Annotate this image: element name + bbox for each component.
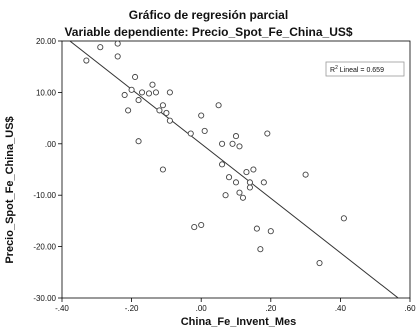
data-point [215,102,222,109]
data-point [83,57,90,64]
data-point [236,143,243,150]
plot-area [61,40,411,299]
data-point [135,138,142,145]
data-point [128,86,135,93]
data-point [159,102,166,109]
data-point [114,40,121,47]
data-point [219,140,226,147]
fit-line-layer [69,41,399,298]
data-point [198,221,205,229]
data-point [219,161,226,168]
x-tick-label: -.40 [55,304,69,313]
data-point [166,117,173,124]
data-point [114,53,121,60]
data-point [250,166,257,173]
r2-value: Lineal = 0.659 [338,67,384,74]
x-tick-label: .40 [335,304,347,313]
data-point [163,109,170,117]
data-point [257,246,264,253]
data-point [156,107,163,114]
r2-r: R [330,67,335,74]
data-point [232,133,240,140]
chart-subtitle: Variable dependiente: Precio_Spot_Fe_Chi… [64,25,353,39]
data-points [83,40,347,267]
x-tick-label: .60 [404,304,416,313]
data-point [260,179,267,186]
x-tick-label: .20 [265,304,277,313]
data-point [302,171,309,178]
x-axis-label: China_Fe_Invent_Mes [180,316,297,328]
chart-title: Gráfico de regresión parcial [128,8,289,22]
data-point [232,179,240,186]
x-axis-ticks: -.40 -.20 .00 .20 .40 .60 [55,298,416,313]
data-point [138,89,146,96]
data-point [135,97,142,104]
data-point [222,192,229,199]
data-point [198,112,205,119]
y-tick-label: -20.00 [33,243,56,252]
data-point [253,225,260,232]
data-point [97,44,104,51]
data-point [159,166,166,173]
data-point [191,224,198,231]
y-tick-label: .00 [45,140,57,149]
r2-label: R2 Lineal = 0.659 [330,65,384,74]
data-point [201,127,208,134]
y-tick-label: -10.00 [33,191,56,200]
y-tick-label: -30.00 [33,294,56,303]
data-point [246,184,253,191]
regression-line [69,41,399,298]
r2-superscript: 2 [335,65,338,71]
data-point [236,189,243,196]
legend: R2 Lineal = 0.659 [325,61,405,77]
x-tick-label: -.20 [125,304,139,313]
x-tick-label: .00 [196,304,208,313]
legend-box [325,61,405,77]
data-point [121,91,128,99]
data-point [246,179,253,186]
data-point [243,169,250,176]
data-point [229,140,236,147]
data-point [187,130,194,137]
y-tick-label: 20.00 [36,37,57,46]
data-point [149,81,156,88]
data-point [225,174,233,181]
data-point [264,130,271,137]
data-point [267,228,274,235]
plot-border [61,40,411,299]
y-tick-label: 10.00 [36,88,57,97]
data-point [125,107,132,114]
y-axis-ticks: 20.00 10.00 .00 -10.00 -20.00 -30.00 [33,37,62,303]
data-point [166,89,173,96]
data-point [152,89,160,96]
data-point [145,90,153,97]
data-point [316,259,323,267]
data-point [340,215,347,222]
data-point [239,194,247,201]
data-point [132,73,139,81]
